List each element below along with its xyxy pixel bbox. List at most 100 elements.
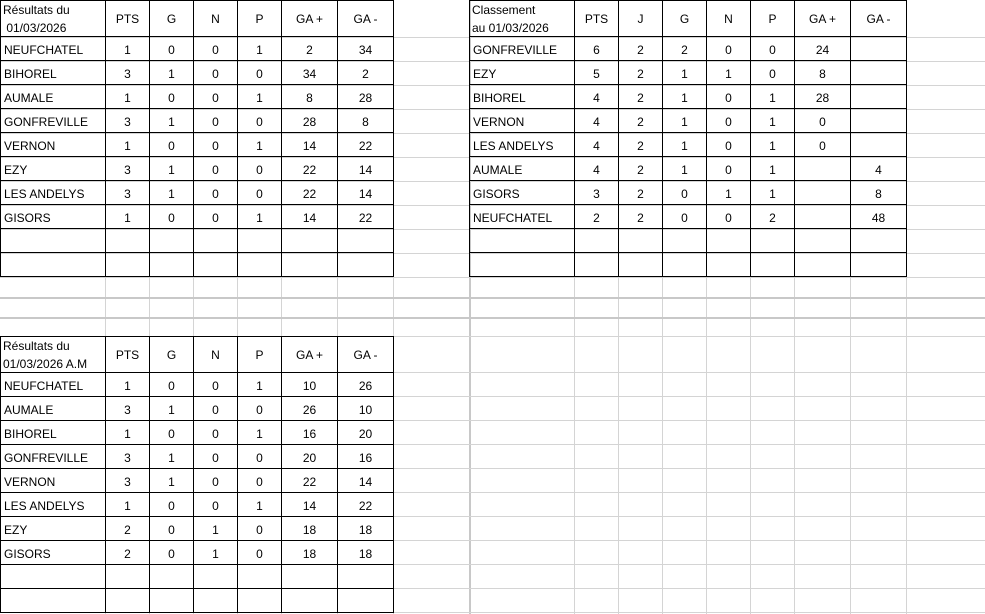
value-cell[interactable] — [338, 565, 394, 589]
team-name-cell[interactable]: GISORS — [470, 181, 575, 205]
value-cell[interactable]: 2 — [619, 37, 663, 61]
value-cell[interactable]: 1 — [238, 85, 282, 109]
value-cell[interactable]: 0 — [150, 205, 194, 229]
value-cell[interactable]: 0 — [194, 157, 238, 181]
value-cell[interactable]: 0 — [194, 37, 238, 61]
value-cell[interactable]: 1 — [106, 493, 150, 517]
value-cell[interactable]: 4 — [851, 157, 907, 181]
value-cell[interactable]: 3 — [106, 181, 150, 205]
value-cell[interactable]: 0 — [194, 373, 238, 397]
value-cell[interactable] — [707, 253, 751, 277]
value-cell[interactable]: 1 — [194, 517, 238, 541]
value-cell[interactable]: 1 — [150, 61, 194, 85]
column-header[interactable]: G — [150, 1, 194, 37]
team-name-cell[interactable] — [1, 253, 106, 277]
value-cell[interactable] — [282, 565, 338, 589]
value-cell[interactable] — [338, 253, 394, 277]
value-cell[interactable]: 1 — [751, 157, 795, 181]
column-header[interactable]: N — [194, 337, 238, 373]
value-cell[interactable] — [194, 229, 238, 253]
value-cell[interactable]: 0 — [194, 85, 238, 109]
value-cell[interactable]: 1 — [663, 109, 707, 133]
value-cell[interactable]: 3 — [106, 157, 150, 181]
team-name-cell[interactable]: AUMALE — [1, 397, 106, 421]
value-cell[interactable] — [751, 253, 795, 277]
value-cell[interactable]: 0 — [150, 421, 194, 445]
value-cell[interactable]: 1 — [150, 445, 194, 469]
value-cell[interactable]: 1 — [106, 37, 150, 61]
value-cell[interactable]: 1 — [663, 61, 707, 85]
value-cell[interactable]: 1 — [238, 421, 282, 445]
value-cell[interactable]: 1 — [150, 469, 194, 493]
value-cell[interactable]: 22 — [338, 493, 394, 517]
team-name-cell[interactable]: BIHOREL — [1, 421, 106, 445]
team-name-cell[interactable] — [470, 229, 575, 253]
value-cell[interactable] — [619, 253, 663, 277]
value-cell[interactable] — [795, 181, 851, 205]
value-cell[interactable]: 2 — [619, 133, 663, 157]
value-cell[interactable] — [150, 253, 194, 277]
column-header[interactable]: G — [150, 337, 194, 373]
column-header[interactable]: PTS — [575, 1, 619, 37]
value-cell[interactable]: 0 — [150, 541, 194, 565]
value-cell[interactable]: 0 — [194, 493, 238, 517]
value-cell[interactable]: 0 — [194, 133, 238, 157]
value-cell[interactable] — [282, 229, 338, 253]
team-name-cell[interactable]: EZY — [1, 517, 106, 541]
value-cell[interactable]: 0 — [795, 109, 851, 133]
column-header[interactable]: GA + — [282, 1, 338, 37]
value-cell[interactable] — [663, 253, 707, 277]
value-cell[interactable]: 34 — [282, 61, 338, 85]
value-cell[interactable]: 0 — [194, 109, 238, 133]
value-cell[interactable]: 2 — [619, 109, 663, 133]
value-cell[interactable]: 22 — [282, 157, 338, 181]
team-name-cell[interactable]: BIHOREL — [1, 61, 106, 85]
value-cell[interactable] — [851, 85, 907, 109]
value-cell[interactable]: 3 — [575, 181, 619, 205]
value-cell[interactable]: 5 — [575, 61, 619, 85]
value-cell[interactable]: 22 — [282, 181, 338, 205]
value-cell[interactable]: 0 — [150, 133, 194, 157]
value-cell[interactable]: 0 — [194, 61, 238, 85]
value-cell[interactable]: 2 — [619, 181, 663, 205]
value-cell[interactable] — [575, 253, 619, 277]
column-header[interactable]: GA - — [338, 337, 394, 373]
value-cell[interactable]: 3 — [106, 61, 150, 85]
value-cell[interactable]: 18 — [338, 541, 394, 565]
value-cell[interactable]: 22 — [338, 205, 394, 229]
value-cell[interactable]: 1 — [238, 133, 282, 157]
value-cell[interactable]: 3 — [106, 469, 150, 493]
column-header[interactable]: J — [619, 1, 663, 37]
value-cell[interactable]: 0 — [194, 469, 238, 493]
value-cell[interactable]: 0 — [707, 109, 751, 133]
value-cell[interactable]: 28 — [282, 109, 338, 133]
value-cell[interactable]: 0 — [194, 397, 238, 421]
team-name-cell[interactable] — [1, 565, 106, 589]
value-cell[interactable] — [150, 589, 194, 613]
value-cell[interactable]: 0 — [238, 61, 282, 85]
value-cell[interactable]: 0 — [194, 181, 238, 205]
value-cell[interactable]: 18 — [282, 541, 338, 565]
value-cell[interactable]: 6 — [575, 37, 619, 61]
value-cell[interactable]: 16 — [282, 421, 338, 445]
value-cell[interactable] — [238, 253, 282, 277]
team-name-cell[interactable]: LES ANDELYS — [1, 493, 106, 517]
value-cell[interactable] — [238, 565, 282, 589]
value-cell[interactable]: 16 — [338, 445, 394, 469]
value-cell[interactable] — [851, 133, 907, 157]
value-cell[interactable]: 3 — [106, 397, 150, 421]
value-cell[interactable]: 1 — [194, 541, 238, 565]
value-cell[interactable]: 3 — [106, 109, 150, 133]
value-cell[interactable] — [194, 589, 238, 613]
value-cell[interactable]: 2 — [106, 517, 150, 541]
value-cell[interactable]: 8 — [795, 61, 851, 85]
value-cell[interactable]: 14 — [338, 469, 394, 493]
column-header[interactable]: P — [751, 1, 795, 37]
team-name-cell[interactable] — [470, 253, 575, 277]
column-header[interactable]: G — [663, 1, 707, 37]
value-cell[interactable]: 4 — [575, 133, 619, 157]
value-cell[interactable]: 0 — [707, 85, 751, 109]
value-cell[interactable]: 28 — [338, 85, 394, 109]
value-cell[interactable]: 2 — [575, 205, 619, 229]
value-cell[interactable]: 2 — [619, 61, 663, 85]
